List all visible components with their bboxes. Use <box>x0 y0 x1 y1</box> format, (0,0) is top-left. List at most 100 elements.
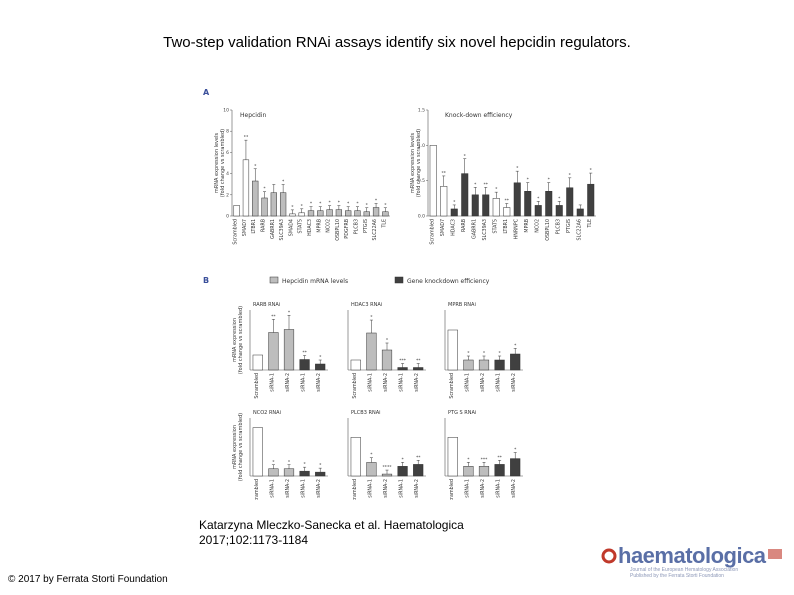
bar <box>510 458 521 477</box>
category-label: HNRNPC <box>513 218 519 239</box>
bar <box>299 359 310 371</box>
significance-label: * <box>288 310 291 316</box>
subplot-title: PTG S RNAi <box>448 410 476 416</box>
significance-label: * <box>338 200 341 206</box>
subplot-title: NCO2 RNAi <box>253 410 281 416</box>
y-tick-label: 0.0 <box>418 214 425 220</box>
bar <box>350 359 361 371</box>
significance-label: ** <box>271 314 276 320</box>
significance-label: * <box>453 199 456 205</box>
significance-label: ** <box>442 170 447 176</box>
significance-label: * <box>464 153 467 159</box>
category-label: Scrambled <box>449 373 455 399</box>
significance-label: * <box>282 179 285 185</box>
panel-b-letter: B <box>203 276 209 285</box>
significance-label: * <box>319 355 322 361</box>
bar <box>587 183 595 217</box>
bar <box>463 359 474 371</box>
significance-label: * <box>514 447 517 453</box>
bar <box>335 209 343 217</box>
bar <box>350 437 361 477</box>
significance-label: ** <box>244 135 249 141</box>
category-label: siRNA-1 <box>269 479 275 498</box>
y-axis-label: mRNA expression <box>232 318 238 362</box>
significance-label: ** <box>416 455 421 461</box>
category-label: siRNA-1 <box>496 479 502 498</box>
bar <box>283 468 295 477</box>
bar <box>372 207 380 217</box>
panel-a-left-title: Hepcidin <box>240 112 266 119</box>
significance-label: * <box>310 201 313 207</box>
bar <box>268 332 279 371</box>
y-axis-label: (fold change vs scrambled) <box>416 129 422 197</box>
significance-label: * <box>483 351 486 357</box>
y-axis-label: (fold change vs scrambled) <box>238 306 244 374</box>
significance-label: * <box>527 177 530 183</box>
significance-label: * <box>537 196 540 202</box>
bar <box>366 462 377 477</box>
category-label: siRNA-2 <box>383 479 389 498</box>
category-label: siRNA-1 <box>301 479 307 498</box>
logo-subtitle-2: Published by the Ferrata Storti Foundati… <box>630 573 724 579</box>
y-axis-label: (fold change vs scrambled) <box>238 413 244 481</box>
significance-label: * <box>319 463 322 469</box>
y-tick-label: 4 <box>226 171 229 177</box>
bar <box>510 353 521 371</box>
category-label: siRNA-1 <box>301 373 307 392</box>
category-label: HDAC3 <box>307 219 313 236</box>
category-label: siRNA-1 <box>367 373 373 392</box>
logo-word: haematologica <box>618 543 766 568</box>
significance-label: ** <box>505 198 510 204</box>
bar <box>268 468 279 477</box>
bar <box>315 363 326 371</box>
significance-label: * <box>347 201 350 207</box>
bar <box>299 470 310 477</box>
bar <box>447 329 458 371</box>
logo-mark-icon <box>601 548 617 564</box>
journal-logo: haematologica Journal of the European He… <box>600 543 790 583</box>
significance-label: * <box>384 202 387 208</box>
y-tick-label: 10 <box>223 108 229 114</box>
y-axis-label: (fold change vs scrambled) <box>220 129 226 197</box>
bar <box>494 359 505 371</box>
y-axis-label: mRNA expression levels <box>410 133 416 194</box>
y-tick-label: 0.5 <box>418 178 425 184</box>
category-label: PDGFRB <box>344 219 350 239</box>
bar <box>503 207 511 217</box>
category-label: GABRR1 <box>471 219 477 239</box>
category-label: SLC39A3 <box>482 219 488 241</box>
bar <box>471 194 479 217</box>
category-label: Scrambled <box>429 219 435 245</box>
category-label: siRNA-2 <box>414 373 420 392</box>
significance-label: * <box>474 182 477 188</box>
subplot-title: PLCB3 RNAi <box>351 410 381 416</box>
significance-label: * <box>375 198 378 204</box>
category-label: siRNA-2 <box>316 479 322 498</box>
legend-swatch-hepcidin <box>269 276 279 284</box>
category-label: siRNA-2 <box>285 373 291 392</box>
figure-svg: AHepcidin1086420Scrambled**SMAD7*LTBR1*R… <box>203 88 596 505</box>
significance-label: * <box>495 187 498 193</box>
category-label: STAT5 <box>492 219 498 234</box>
category-label: PTGIS <box>363 219 369 233</box>
citation-authors: Katarzyna Mleczko-Sanecka et al. Haemato… <box>199 518 464 532</box>
bar <box>252 427 263 477</box>
legend-hepcidin-label: Hepcidin mRNA levels <box>282 278 348 285</box>
category-label: siRNA-1 <box>367 479 373 498</box>
significance-label: * <box>516 166 519 172</box>
category-label: SLC22A6 <box>576 219 582 241</box>
significance-label: ** <box>302 350 307 356</box>
bar <box>413 367 424 371</box>
bar <box>252 354 263 371</box>
category-label: OSBPL10 <box>335 219 341 241</box>
category-label: siRNA-1 <box>464 373 470 392</box>
bar <box>382 211 389 217</box>
citation: Katarzyna Mleczko-Sanecka et al. Haemato… <box>199 518 559 548</box>
significance-label: * <box>467 457 470 463</box>
category-label: siRNA-1 <box>399 479 405 498</box>
significance-label: * <box>301 203 304 209</box>
significance-label: *** <box>399 358 407 364</box>
category-label: siRNA-2 <box>316 373 322 392</box>
y-tick-label: 8 <box>226 129 229 135</box>
bar <box>363 211 370 217</box>
